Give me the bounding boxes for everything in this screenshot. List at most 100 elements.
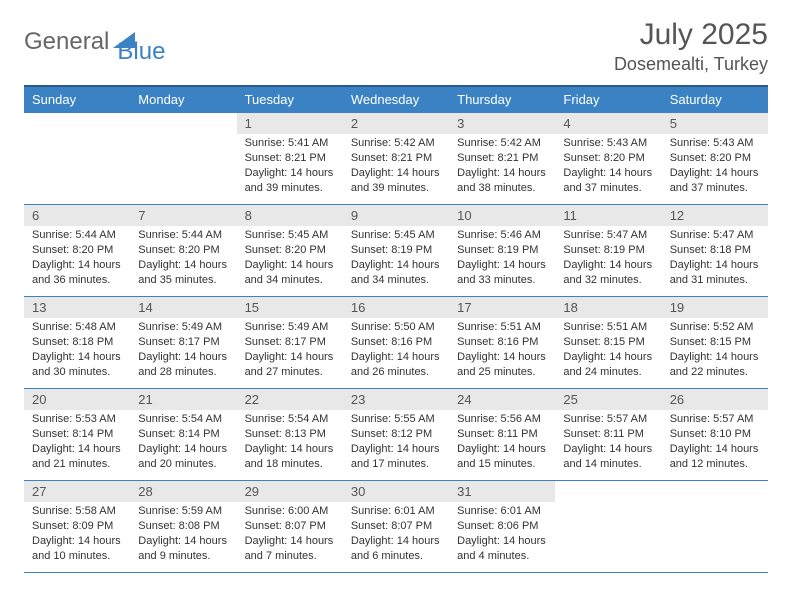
calendar-cell: 11Sunrise: 5:47 AMSunset: 8:19 PMDayligh… (555, 205, 661, 297)
calendar-cell: 13Sunrise: 5:48 AMSunset: 8:18 PMDayligh… (24, 297, 130, 389)
calendar-cell: 8Sunrise: 5:45 AMSunset: 8:20 PMDaylight… (237, 205, 343, 297)
calendar-cell: 21Sunrise: 5:54 AMSunset: 8:14 PMDayligh… (130, 389, 236, 481)
day-number: 28 (130, 481, 236, 502)
calendar-cell: 20Sunrise: 5:53 AMSunset: 8:14 PMDayligh… (24, 389, 130, 481)
day-number: 3 (449, 113, 555, 134)
day-details: Sunrise: 5:57 AMSunset: 8:11 PMDaylight:… (555, 410, 661, 475)
calendar-row: 20Sunrise: 5:53 AMSunset: 8:14 PMDayligh… (24, 389, 768, 481)
calendar-cell: 6Sunrise: 5:44 AMSunset: 8:20 PMDaylight… (24, 205, 130, 297)
weekday-tuesday: Tuesday (237, 86, 343, 113)
calendar-cell: 24Sunrise: 5:56 AMSunset: 8:11 PMDayligh… (449, 389, 555, 481)
page-title: July 2025 (614, 18, 768, 52)
calendar-cell: 12Sunrise: 5:47 AMSunset: 8:18 PMDayligh… (662, 205, 768, 297)
calendar-cell: 28Sunrise: 5:59 AMSunset: 8:08 PMDayligh… (130, 481, 236, 573)
calendar-row: 13Sunrise: 5:48 AMSunset: 8:18 PMDayligh… (24, 297, 768, 389)
day-details: Sunrise: 5:53 AMSunset: 8:14 PMDaylight:… (24, 410, 130, 475)
day-details: Sunrise: 5:51 AMSunset: 8:16 PMDaylight:… (449, 318, 555, 383)
calendar-cell (130, 113, 236, 205)
day-number: 17 (449, 297, 555, 318)
day-details: Sunrise: 6:01 AMSunset: 8:06 PMDaylight:… (449, 502, 555, 567)
calendar-cell: 27Sunrise: 5:58 AMSunset: 8:09 PMDayligh… (24, 481, 130, 573)
weekday-thursday: Thursday (449, 86, 555, 113)
day-details: Sunrise: 5:54 AMSunset: 8:14 PMDaylight:… (130, 410, 236, 475)
day-number: 16 (343, 297, 449, 318)
day-number: 5 (662, 113, 768, 134)
calendar-cell: 2Sunrise: 5:42 AMSunset: 8:21 PMDaylight… (343, 113, 449, 205)
day-number: 11 (555, 205, 661, 226)
calendar-table: Sunday Monday Tuesday Wednesday Thursday… (24, 85, 768, 573)
day-number: 4 (555, 113, 661, 134)
day-number: 26 (662, 389, 768, 410)
day-details: Sunrise: 5:49 AMSunset: 8:17 PMDaylight:… (237, 318, 343, 383)
day-details: Sunrise: 6:00 AMSunset: 8:07 PMDaylight:… (237, 502, 343, 567)
day-details: Sunrise: 5:41 AMSunset: 8:21 PMDaylight:… (237, 134, 343, 199)
day-number: 10 (449, 205, 555, 226)
location-text: Dosemealti, Turkey (614, 54, 768, 75)
day-number: 7 (130, 205, 236, 226)
day-number: 23 (343, 389, 449, 410)
calendar-cell: 7Sunrise: 5:44 AMSunset: 8:20 PMDaylight… (130, 205, 236, 297)
day-number: 6 (24, 205, 130, 226)
weekday-sunday: Sunday (24, 86, 130, 113)
day-number: 24 (449, 389, 555, 410)
calendar-cell: 1Sunrise: 5:41 AMSunset: 8:21 PMDaylight… (237, 113, 343, 205)
calendar-cell: 17Sunrise: 5:51 AMSunset: 8:16 PMDayligh… (449, 297, 555, 389)
calendar-body: 1Sunrise: 5:41 AMSunset: 8:21 PMDaylight… (24, 113, 768, 573)
day-details: Sunrise: 5:56 AMSunset: 8:11 PMDaylight:… (449, 410, 555, 475)
calendar-cell: 14Sunrise: 5:49 AMSunset: 8:17 PMDayligh… (130, 297, 236, 389)
weekday-header-row: Sunday Monday Tuesday Wednesday Thursday… (24, 86, 768, 113)
day-number: 12 (662, 205, 768, 226)
calendar-cell (662, 481, 768, 573)
calendar-cell: 16Sunrise: 5:50 AMSunset: 8:16 PMDayligh… (343, 297, 449, 389)
calendar-cell: 31Sunrise: 6:01 AMSunset: 8:06 PMDayligh… (449, 481, 555, 573)
day-number: 2 (343, 113, 449, 134)
day-details: Sunrise: 5:51 AMSunset: 8:15 PMDaylight:… (555, 318, 661, 383)
day-number: 20 (24, 389, 130, 410)
header: General Blue July 2025 Dosemealti, Turke… (24, 18, 768, 75)
day-details: Sunrise: 5:48 AMSunset: 8:18 PMDaylight:… (24, 318, 130, 383)
day-details: Sunrise: 5:45 AMSunset: 8:19 PMDaylight:… (343, 226, 449, 291)
calendar-row: 6Sunrise: 5:44 AMSunset: 8:20 PMDaylight… (24, 205, 768, 297)
logo-text-general: General (24, 28, 109, 56)
day-details: Sunrise: 5:54 AMSunset: 8:13 PMDaylight:… (237, 410, 343, 475)
calendar-row: 1Sunrise: 5:41 AMSunset: 8:21 PMDaylight… (24, 113, 768, 205)
day-details: Sunrise: 5:42 AMSunset: 8:21 PMDaylight:… (343, 134, 449, 199)
day-number: 8 (237, 205, 343, 226)
calendar-cell (24, 113, 130, 205)
calendar-cell: 10Sunrise: 5:46 AMSunset: 8:19 PMDayligh… (449, 205, 555, 297)
day-details: Sunrise: 5:43 AMSunset: 8:20 PMDaylight:… (662, 134, 768, 199)
day-number: 21 (130, 389, 236, 410)
logo-text-blue: Blue (117, 38, 165, 65)
calendar-cell: 9Sunrise: 5:45 AMSunset: 8:19 PMDaylight… (343, 205, 449, 297)
day-number: 18 (555, 297, 661, 318)
day-number: 30 (343, 481, 449, 502)
day-number: 29 (237, 481, 343, 502)
calendar-cell: 29Sunrise: 6:00 AMSunset: 8:07 PMDayligh… (237, 481, 343, 573)
calendar-cell: 5Sunrise: 5:43 AMSunset: 8:20 PMDaylight… (662, 113, 768, 205)
calendar-cell: 23Sunrise: 5:55 AMSunset: 8:12 PMDayligh… (343, 389, 449, 481)
day-details: Sunrise: 6:01 AMSunset: 8:07 PMDaylight:… (343, 502, 449, 567)
weekday-monday: Monday (130, 86, 236, 113)
day-number: 1 (237, 113, 343, 134)
day-number: 22 (237, 389, 343, 410)
day-details: Sunrise: 5:55 AMSunset: 8:12 PMDaylight:… (343, 410, 449, 475)
calendar-cell: 22Sunrise: 5:54 AMSunset: 8:13 PMDayligh… (237, 389, 343, 481)
calendar-cell: 3Sunrise: 5:42 AMSunset: 8:21 PMDaylight… (449, 113, 555, 205)
logo: General Blue (24, 18, 165, 66)
calendar-cell: 15Sunrise: 5:49 AMSunset: 8:17 PMDayligh… (237, 297, 343, 389)
day-number: 27 (24, 481, 130, 502)
day-number: 31 (449, 481, 555, 502)
day-details: Sunrise: 5:50 AMSunset: 8:16 PMDaylight:… (343, 318, 449, 383)
day-details: Sunrise: 5:42 AMSunset: 8:21 PMDaylight:… (449, 134, 555, 199)
day-details: Sunrise: 5:58 AMSunset: 8:09 PMDaylight:… (24, 502, 130, 567)
day-details: Sunrise: 5:44 AMSunset: 8:20 PMDaylight:… (130, 226, 236, 291)
day-details: Sunrise: 5:44 AMSunset: 8:20 PMDaylight:… (24, 226, 130, 291)
day-number: 15 (237, 297, 343, 318)
calendar-cell: 25Sunrise: 5:57 AMSunset: 8:11 PMDayligh… (555, 389, 661, 481)
day-details: Sunrise: 5:47 AMSunset: 8:18 PMDaylight:… (662, 226, 768, 291)
weekday-wednesday: Wednesday (343, 86, 449, 113)
calendar-cell (555, 481, 661, 573)
weekday-saturday: Saturday (662, 86, 768, 113)
day-number: 13 (24, 297, 130, 318)
day-details: Sunrise: 5:57 AMSunset: 8:10 PMDaylight:… (662, 410, 768, 475)
